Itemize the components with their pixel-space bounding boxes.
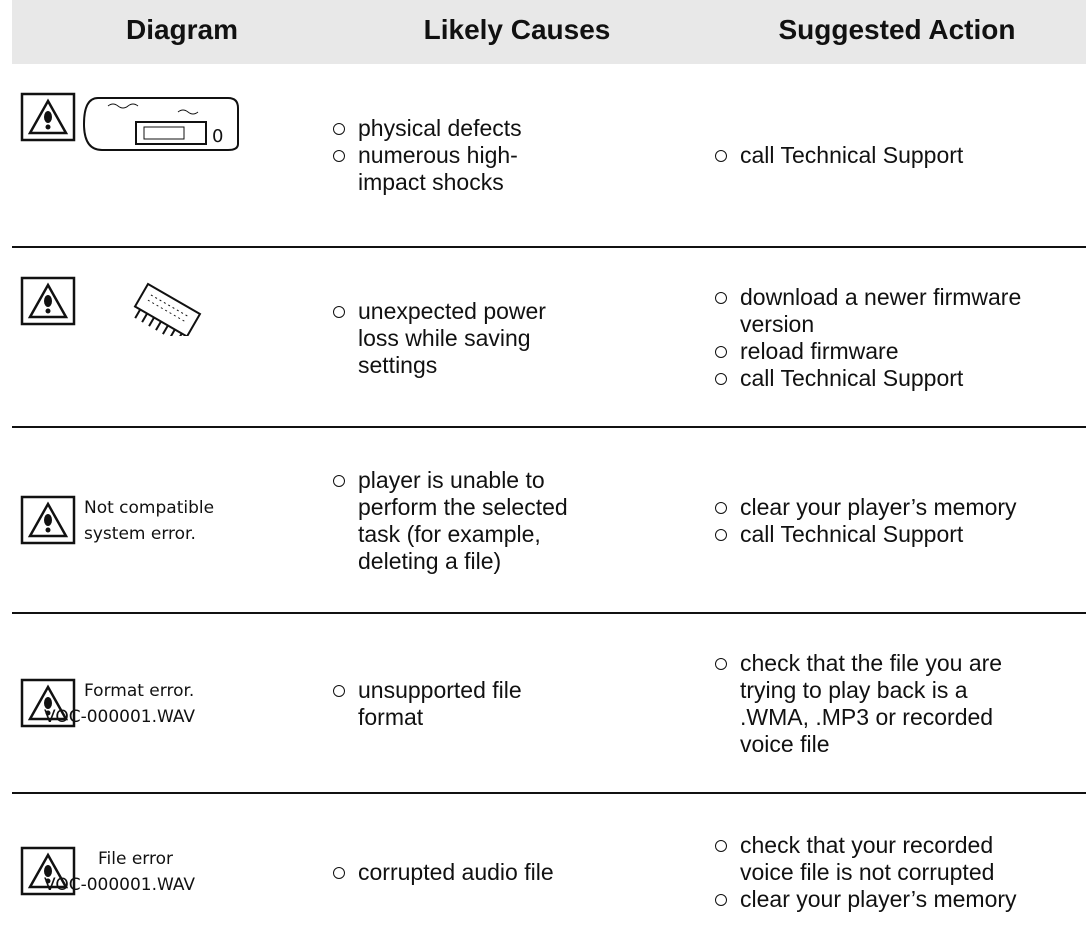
cause-list: physical defects numerous high-impact sho…	[330, 115, 585, 196]
warning-icon	[20, 495, 78, 547]
action-text: call Technical Support	[740, 521, 964, 547]
action-item: check that your recorded voice file is n…	[712, 832, 1042, 886]
bullet	[715, 292, 727, 304]
cause-item: unsupported file format	[330, 677, 585, 731]
action-text: check that your recorded voice file is n…	[740, 831, 995, 885]
bullet	[715, 149, 727, 162]
table-row: unexpected power loss while saving setti…	[12, 246, 1086, 428]
bullet	[333, 122, 345, 135]
diagram-label: Not compatible system error.	[84, 495, 214, 547]
action-list: download a newer firmware version reload …	[712, 284, 1042, 392]
bullet	[715, 839, 727, 852]
cause-list: unexpected power loss while saving setti…	[330, 298, 585, 379]
diagram-cell: 0	[20, 64, 330, 246]
action-list: clear your player’s memory call Technical…	[712, 494, 1042, 548]
action-item: download a newer firmware version	[712, 284, 1042, 338]
action-list: check that your recorded voice file is n…	[712, 832, 1042, 913]
action-text: reload firmware	[740, 338, 899, 364]
bullet	[715, 373, 727, 385]
diagram-cell: Format error. VOC-000001.WAV	[20, 614, 330, 794]
cause-text: unsupported file format	[358, 677, 522, 730]
column-header: Likely Causes	[423, 14, 611, 45]
diagram-text: Not compatible	[84, 498, 215, 518]
cause-item: corrupted audio file	[330, 859, 585, 886]
bullet	[333, 149, 345, 162]
cause-cell: corrupted audio file	[330, 794, 700, 950]
action-cell: check that the file you are trying to pl…	[712, 614, 1086, 794]
action-item: call Technical Support	[712, 365, 1042, 392]
player-drawing: 0	[82, 97, 239, 151]
cause-cell: physical defects numerous high-impact sho…	[330, 64, 700, 246]
diagram-cell: Not compatible system error.	[20, 428, 330, 614]
action-text: check that the file you are trying to pl…	[740, 650, 1003, 757]
action-text: call Technical Support	[740, 141, 964, 168]
cause-cell: unsupported file format	[330, 614, 700, 794]
bullet	[715, 529, 727, 541]
diagram-text: VOC-000001.WAV	[44, 875, 196, 895]
cause-text: physical defects	[358, 114, 522, 141]
action-list: call Technical Support	[712, 142, 1042, 169]
diagram-text: VOC-000001.WAV	[44, 707, 196, 727]
column-header: Diagram	[125, 14, 239, 45]
svg-text:0: 0	[212, 126, 223, 147]
bullet	[333, 685, 345, 697]
diagram-cell: File error VOC-000001.WAV	[20, 794, 330, 950]
bullet	[715, 346, 727, 358]
cause-list: unsupported file format	[330, 677, 585, 731]
bullet	[333, 305, 345, 318]
cause-item: numerous high-impact shocks	[330, 142, 585, 196]
bullet	[715, 893, 727, 906]
cause-list: corrupted audio file	[330, 859, 585, 886]
table-row: File error VOC-000001.WAV corrupted audio …	[12, 792, 1086, 950]
action-item: clear your player’s memory	[712, 494, 1042, 521]
bullet	[333, 475, 345, 487]
action-list: check that the file you are trying to pl…	[712, 650, 1042, 758]
cause-item: unexpected power loss while saving setti…	[330, 298, 585, 379]
cause-item: player is unable to perform the selected…	[330, 467, 585, 575]
diagram-text: system error.	[84, 524, 196, 544]
diagram-cell	[20, 248, 330, 428]
bullet	[715, 658, 727, 670]
action-cell: check that your recorded voice file is n…	[712, 794, 1086, 950]
chip-drawing	[133, 282, 202, 336]
cause-item: physical defects	[330, 115, 585, 142]
action-cell: call Technical Support	[712, 64, 1086, 246]
header-row: Diagram Likely Causes Suggested Action	[12, 0, 1086, 64]
diagram-text: Format error.	[84, 681, 195, 701]
bullet	[715, 502, 727, 514]
warning-icon	[20, 276, 78, 328]
cause-cell: unexpected power loss while saving setti…	[330, 248, 700, 428]
action-item: call Technical Support	[712, 142, 1042, 169]
action-item: clear your player’s memory	[712, 886, 1042, 913]
column-header: Suggested Action	[778, 14, 1016, 45]
cause-text: unexpected power loss while saving setti…	[358, 297, 546, 378]
cause-cell: player is unable to perform the selected…	[330, 428, 700, 614]
action-item: check that the file you are trying to pl…	[712, 650, 1042, 758]
action-cell: clear your player’s memory call Technical…	[712, 428, 1086, 614]
cause-text: numerous high-impact shocks	[358, 141, 518, 195]
diagram-label: File error VOC-000001.WAV	[44, 846, 195, 898]
diagram-label: Format error. VOC-000001.WAV	[44, 678, 195, 730]
action-text: download a newer firmware version	[740, 284, 1022, 337]
action-text: clear your player’s memory	[740, 885, 1017, 912]
action-text: call Technical Support	[740, 365, 964, 391]
action-item: reload firmware	[712, 338, 1042, 365]
action-cell: download a newer firmware version reload …	[712, 248, 1086, 428]
table-row: 0 physical defects numerous high-impact sh…	[12, 64, 1086, 246]
action-item: call Technical Support	[712, 521, 1042, 548]
bullet	[333, 866, 345, 879]
cause-text: corrupted audio file	[358, 858, 554, 885]
warning-icon	[20, 92, 78, 144]
cause-list: player is unable to perform the selected…	[330, 467, 585, 575]
table-row: Not compatible system error. player is una…	[12, 426, 1086, 614]
table-row: Format error. VOC-000001.WAV unsupported f…	[12, 612, 1086, 794]
diagram-text: File error	[98, 849, 174, 869]
action-text: clear your player’s memory	[740, 494, 1017, 520]
cause-text: player is unable to perform the selected…	[358, 467, 568, 574]
